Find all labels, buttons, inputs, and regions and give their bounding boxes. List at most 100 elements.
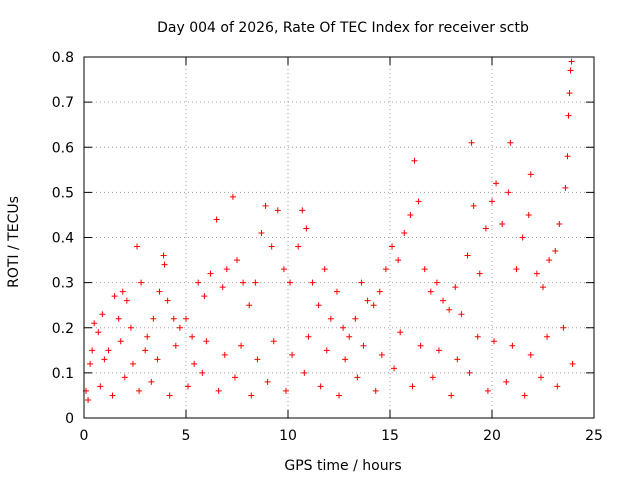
data-point <box>144 333 151 340</box>
data-point <box>554 383 561 390</box>
y-tick-label: 0.2 <box>52 321 74 337</box>
y-tick-label: 0.6 <box>52 140 74 156</box>
data-point <box>201 293 208 300</box>
data-point <box>195 279 202 286</box>
data-point <box>482 225 489 232</box>
data-point <box>95 329 102 336</box>
data-point <box>321 266 328 273</box>
data-point <box>505 189 512 196</box>
x-tick-label: 20 <box>483 428 501 444</box>
data-point <box>370 302 377 309</box>
data-point <box>468 139 475 146</box>
data-point <box>323 347 330 354</box>
data-point <box>274 207 281 214</box>
data-point <box>562 184 569 191</box>
data-point <box>189 333 196 340</box>
data-point <box>569 360 576 367</box>
data-point <box>446 306 453 313</box>
data-point <box>199 369 206 376</box>
axis-ticks <box>83 56 595 419</box>
data-point <box>491 338 498 345</box>
data-point <box>565 112 572 119</box>
x-tick-label: 15 <box>381 428 399 444</box>
data-point <box>299 207 306 214</box>
y-tick-label: 0.8 <box>52 50 74 66</box>
data-point <box>378 351 385 358</box>
y-tick-labels: 0 0.1 0.2 0.3 0.4 0.5 0.6 0.7 0.8 <box>52 50 74 427</box>
data-point <box>258 229 265 236</box>
data-point <box>476 270 483 277</box>
data-point <box>525 211 532 218</box>
data-point <box>191 360 198 367</box>
data-point <box>427 288 434 295</box>
data-point <box>537 374 544 381</box>
data-point <box>183 315 189 322</box>
data-point <box>382 266 389 273</box>
data-point <box>223 266 230 273</box>
data-point <box>119 288 126 295</box>
data-point <box>507 139 514 146</box>
data-point <box>109 392 116 399</box>
data-point <box>466 369 473 376</box>
data-point <box>295 243 302 250</box>
data-point <box>207 270 214 277</box>
data-point <box>567 67 574 74</box>
data-point <box>358 279 365 286</box>
data-point <box>493 180 500 187</box>
data-point <box>546 257 553 264</box>
data-point <box>376 288 383 295</box>
chart-title: Day 004 of 2026, Rate Of TEC Index for r… <box>157 20 529 36</box>
data-point <box>409 383 416 390</box>
data-point <box>503 378 510 385</box>
data-point <box>552 248 559 255</box>
data-point <box>407 211 414 218</box>
data-point <box>458 311 465 318</box>
data-point <box>221 351 228 358</box>
data-point <box>433 279 440 286</box>
data-point <box>352 315 359 322</box>
y-tick-label: 0.7 <box>52 95 74 111</box>
data-point <box>111 293 118 300</box>
data-point <box>336 392 342 399</box>
data-point <box>136 387 143 394</box>
data-point <box>254 356 261 363</box>
data-point <box>99 311 106 318</box>
data-point <box>97 383 104 390</box>
y-tick-label: 0.3 <box>52 276 74 292</box>
data-point <box>564 153 571 160</box>
data-point <box>544 333 551 340</box>
data-point <box>262 202 269 209</box>
data-point <box>219 284 226 291</box>
y-tick-label: 0 <box>65 411 74 427</box>
data-point <box>105 347 112 354</box>
data-point <box>89 347 96 354</box>
data-point <box>452 284 459 291</box>
data-point <box>354 374 361 381</box>
data-point <box>417 342 424 349</box>
data-point <box>560 324 567 331</box>
data-point <box>87 360 94 367</box>
data-point <box>372 387 379 394</box>
data-point <box>303 225 310 232</box>
data-point <box>448 392 455 399</box>
data-point <box>282 387 289 394</box>
data-points <box>83 58 576 403</box>
data-point <box>315 302 322 309</box>
data-point <box>170 315 177 322</box>
data-point <box>527 351 534 358</box>
data-point <box>289 351 296 358</box>
data-point <box>489 198 495 205</box>
data-point <box>499 220 506 227</box>
data-point <box>519 234 526 241</box>
data-point <box>160 252 167 259</box>
data-point <box>435 347 442 354</box>
data-point <box>401 229 408 236</box>
x-tick-label: 0 <box>80 428 89 444</box>
data-point <box>513 266 520 273</box>
data-point <box>138 279 145 286</box>
data-point <box>360 342 367 349</box>
data-point <box>127 324 134 331</box>
data-point <box>264 378 271 385</box>
data-point <box>421 266 428 273</box>
